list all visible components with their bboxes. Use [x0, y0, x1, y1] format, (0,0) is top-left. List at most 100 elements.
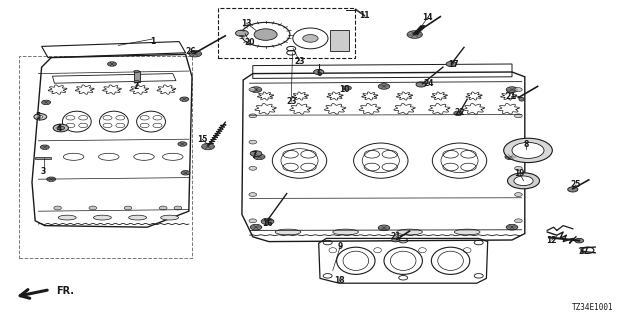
Text: 20: 20 [244, 38, 255, 47]
Circle shape [446, 61, 456, 67]
Ellipse shape [397, 229, 422, 235]
Ellipse shape [275, 229, 301, 235]
Circle shape [515, 140, 522, 144]
Circle shape [568, 187, 578, 192]
Circle shape [181, 171, 190, 175]
Circle shape [515, 166, 522, 170]
Circle shape [250, 224, 262, 230]
Circle shape [454, 111, 463, 116]
Circle shape [249, 193, 257, 196]
Text: 9: 9 [338, 242, 343, 251]
Circle shape [506, 224, 518, 230]
Text: 7: 7 [252, 151, 257, 160]
Circle shape [47, 177, 56, 181]
Circle shape [342, 86, 351, 90]
Text: TZ34E1001: TZ34E1001 [572, 303, 613, 312]
Circle shape [575, 238, 584, 243]
Ellipse shape [161, 215, 179, 220]
Text: 23: 23 [294, 57, 305, 66]
Text: 1: 1 [150, 37, 155, 46]
Circle shape [249, 114, 257, 118]
Circle shape [54, 206, 61, 210]
Text: 14: 14 [422, 13, 433, 22]
Text: 5: 5 [36, 112, 41, 121]
Circle shape [378, 84, 390, 89]
Text: 24: 24 [424, 79, 434, 88]
Text: 15: 15 [197, 135, 207, 144]
Text: 21: 21 [390, 232, 401, 241]
Circle shape [515, 88, 522, 92]
Ellipse shape [134, 70, 140, 72]
Circle shape [506, 87, 518, 92]
Circle shape [378, 225, 390, 231]
Circle shape [178, 142, 187, 146]
Circle shape [38, 116, 43, 118]
Text: 8: 8 [524, 140, 529, 149]
Circle shape [34, 114, 47, 120]
Ellipse shape [93, 215, 111, 220]
Circle shape [303, 35, 318, 42]
Bar [218, 8, 355, 58]
Circle shape [42, 100, 51, 105]
Text: 19: 19 [515, 169, 525, 178]
Circle shape [249, 140, 257, 144]
Circle shape [180, 97, 189, 101]
Ellipse shape [129, 215, 147, 220]
Circle shape [53, 124, 68, 132]
Bar [330, 30, 349, 51]
Circle shape [514, 176, 533, 186]
Circle shape [515, 193, 522, 196]
Text: 12: 12 [547, 236, 557, 245]
Text: 11: 11 [360, 12, 370, 20]
Circle shape [159, 206, 167, 210]
Ellipse shape [58, 215, 76, 220]
Text: 18: 18 [334, 276, 344, 285]
Circle shape [407, 31, 422, 38]
Circle shape [189, 51, 202, 57]
Ellipse shape [333, 229, 358, 235]
Circle shape [89, 206, 97, 210]
Circle shape [202, 143, 214, 150]
Circle shape [108, 62, 116, 66]
Circle shape [261, 218, 274, 225]
Circle shape [254, 29, 277, 40]
Circle shape [508, 173, 540, 189]
Text: 26: 26 [186, 47, 196, 56]
Circle shape [416, 82, 426, 87]
Text: 23: 23 [286, 97, 296, 106]
Text: 22: 22 [454, 108, 465, 117]
Circle shape [174, 206, 182, 210]
Circle shape [124, 206, 132, 210]
Ellipse shape [519, 97, 524, 101]
Text: 3: 3 [41, 167, 46, 176]
Circle shape [515, 114, 522, 118]
Circle shape [253, 154, 265, 160]
Text: 16: 16 [262, 219, 273, 228]
Circle shape [512, 142, 544, 158]
Circle shape [250, 151, 262, 156]
Circle shape [515, 219, 522, 223]
Circle shape [57, 126, 65, 130]
Text: FR.: FR. [56, 286, 74, 296]
Text: 13: 13 [241, 19, 252, 28]
Text: 6: 6 [316, 69, 321, 78]
Circle shape [392, 238, 399, 242]
Circle shape [505, 154, 516, 160]
Text: 10: 10 [339, 85, 349, 94]
Text: 21: 21 [506, 92, 516, 101]
Circle shape [236, 30, 248, 36]
Circle shape [249, 219, 257, 223]
Circle shape [249, 88, 257, 92]
Text: 17: 17 [448, 60, 458, 69]
Circle shape [40, 145, 49, 149]
Circle shape [504, 138, 552, 163]
Text: 25: 25 [571, 180, 581, 189]
Ellipse shape [454, 229, 480, 235]
Text: 4: 4 [57, 124, 62, 133]
Ellipse shape [134, 81, 140, 83]
Circle shape [314, 69, 324, 75]
Circle shape [249, 166, 257, 170]
Bar [35, 157, 51, 159]
Text: 2: 2 [133, 82, 138, 91]
Text: 27: 27 [579, 247, 589, 256]
